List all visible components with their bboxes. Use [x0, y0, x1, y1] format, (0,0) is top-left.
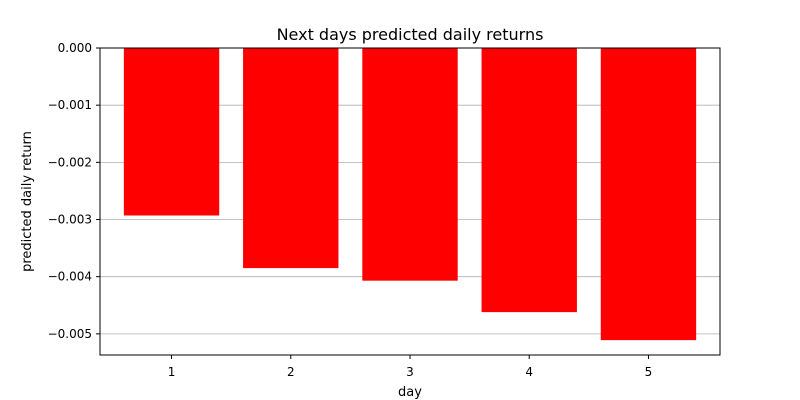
bar-day-1 [123, 48, 220, 216]
y-tick-label: 0.000 [58, 41, 92, 55]
bar-day-5 [600, 48, 697, 341]
y-tick-label: −0.005 [48, 327, 92, 341]
x-tick-label: 1 [168, 365, 176, 379]
x-tick-label: 2 [287, 365, 295, 379]
x-tick-label: 5 [645, 365, 653, 379]
y-axis-ticks: 0.000 −0.001 −0.002 −0.003 −0.004 −0.005 [48, 41, 100, 341]
chart-title: Next days predicted daily returns [277, 25, 544, 44]
bar-day-2 [243, 48, 339, 269]
bar-day-4 [481, 48, 577, 313]
y-tick-label: −0.002 [48, 155, 92, 169]
bar-day-3 [362, 48, 458, 281]
bars [123, 48, 697, 341]
y-tick-label: −0.004 [48, 270, 92, 284]
y-tick-label: −0.003 [48, 213, 92, 227]
x-axis-label: day [398, 385, 422, 400]
x-axis-ticks: 1 2 3 4 5 [168, 355, 653, 379]
y-axis-label: predicted daily return [20, 131, 35, 272]
x-tick-label: 3 [406, 365, 414, 379]
x-tick-label: 4 [525, 365, 533, 379]
y-tick-label: −0.001 [48, 98, 92, 112]
